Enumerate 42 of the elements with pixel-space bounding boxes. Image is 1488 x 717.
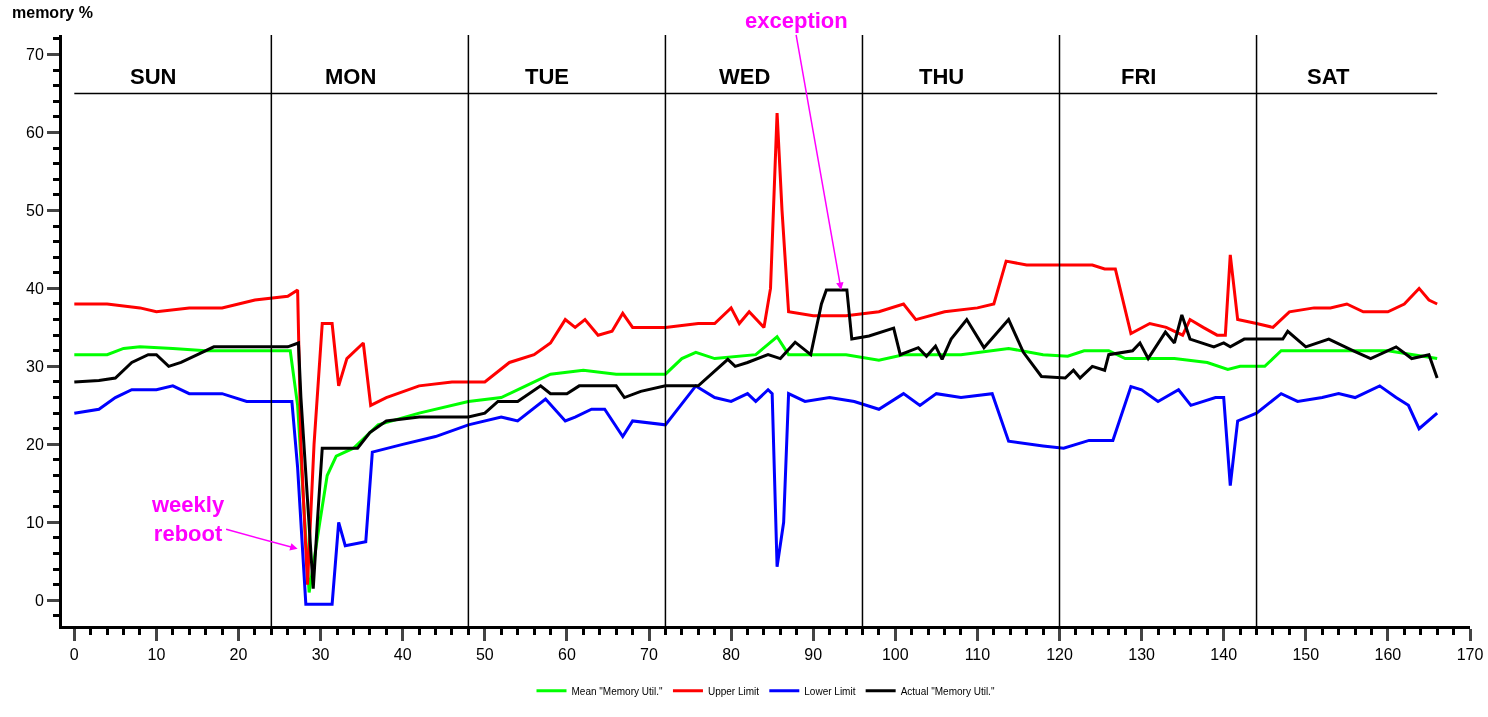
x-tick-label: 30 (311, 646, 330, 664)
x-tick-label: 90 (804, 646, 823, 664)
x-tick-label: 110 (964, 646, 991, 664)
annotation: FRI (1121, 64, 1157, 89)
x-tick-label: 150 (1292, 646, 1320, 664)
annotation: TUE (525, 64, 569, 89)
x-tick-label: 50 (475, 646, 494, 664)
x-tick-label: 10 (147, 646, 166, 664)
y-tick-label: 20 (26, 435, 44, 453)
y-tick-label: 0 (34, 591, 44, 609)
y-tick-label: 10 (26, 513, 44, 531)
annotation: exception (745, 8, 848, 33)
y-tick-label: 60 (26, 124, 44, 142)
line-series (72, 384, 1439, 606)
x-tick-label: 40 (393, 646, 412, 664)
y-tick-label: 30 (26, 357, 44, 375)
x-tick-label: 140 (1210, 646, 1238, 664)
x-tick-label: 170 (1456, 646, 1484, 664)
y-tick-label: 70 (26, 46, 44, 64)
x-tick-label: 70 (640, 646, 659, 664)
annotation: WED (719, 64, 771, 89)
annotation: MON (325, 64, 377, 89)
x-tick-label: 80 (722, 646, 741, 664)
x-tick-label: 0 (69, 646, 79, 664)
legend-label: Mean "Memory Util." (571, 685, 663, 697)
legend-label: Lower Limit (804, 685, 856, 697)
annotation: weekly reboot (151, 492, 225, 546)
x-tick-label: 20 (229, 646, 248, 664)
annotation: THU (919, 64, 965, 89)
x-tick-label: 130 (1128, 646, 1156, 664)
annotation: SAT (1307, 64, 1350, 89)
annotation: SUN (130, 64, 177, 89)
x-tick-label: 120 (1046, 646, 1073, 664)
legend-label: Actual "Memory Util." (900, 685, 995, 697)
y-axis-title: memory % (12, 4, 93, 21)
line-series (72, 111, 1439, 587)
y-tick-label: 50 (26, 202, 44, 220)
x-tick-label: 60 (558, 646, 576, 664)
y-tick-label: 40 (26, 280, 44, 297)
x-tick-label: 100 (881, 646, 909, 664)
legend-label: Upper Limit (707, 685, 760, 697)
x-tick-label: 160 (1374, 646, 1402, 664)
